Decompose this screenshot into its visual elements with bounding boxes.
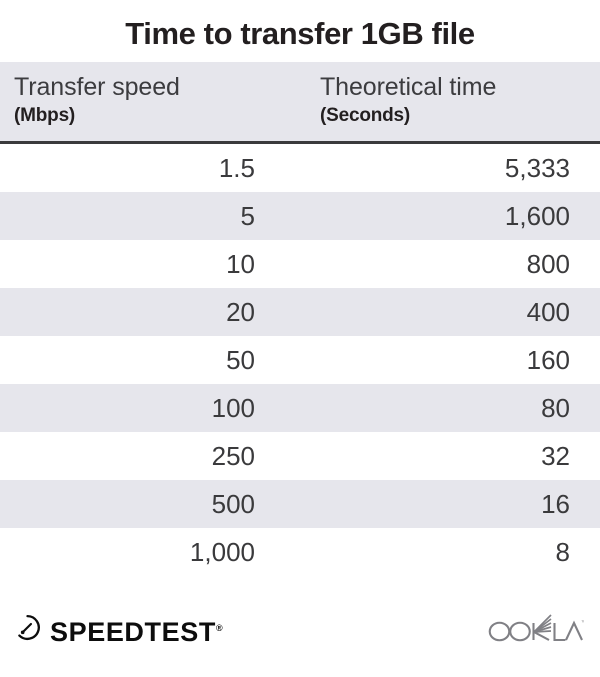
cell-theoretical-time: 16 <box>541 489 570 519</box>
cell-transfer-speed: 500 <box>211 489 255 519</box>
column-header-theoretical-time: Theoretical time (Seconds) <box>300 62 600 144</box>
speedtest-wordmark: SPEEDTEST® <box>50 615 223 646</box>
svg-text:™: ™ <box>581 620 584 626</box>
column-header-transfer-speed: Transfer speed (Mbps) <box>0 62 300 144</box>
cell-transfer-speed: 20 <box>226 297 255 327</box>
cell-theoretical-time: 5,333 <box>504 153 570 183</box>
transfer-time-table: Transfer speed (Mbps) Theoretical time (… <box>0 62 600 576</box>
cell-theoretical-time: 160 <box>526 345 570 375</box>
cell-theoretical-time: 32 <box>541 441 570 471</box>
cell-theoretical-time: 400 <box>526 297 570 327</box>
table-body: 1.5 5,333 5 1,600 10 800 20 400 50 160 1… <box>0 142 600 576</box>
cell-transfer-speed: 10 <box>226 249 255 279</box>
cell-transfer-speed: 1.5 <box>218 153 255 183</box>
page-title: Time to transfer 1GB file <box>125 16 475 51</box>
table-row: 250 32 <box>0 432 600 480</box>
column-header-theoretical-time-label: Theoretical time <box>320 73 497 101</box>
table-row: 1,000 8 <box>0 528 600 576</box>
column-header-transfer-speed-label: Transfer speed <box>14 73 180 101</box>
cell-theoretical-time: 1,600 <box>504 201 570 231</box>
speedtest-wordmark-text: SPEEDTEST <box>50 616 216 647</box>
speedtest-registered-mark: ® <box>215 622 223 633</box>
ookla-logo: ™ <box>488 613 587 648</box>
column-header-theoretical-time-unit: (Seconds) <box>320 105 411 126</box>
table-row: 100 80 <box>0 384 600 432</box>
cell-transfer-speed: 250 <box>211 441 255 471</box>
table-header: Transfer speed (Mbps) Theoretical time (… <box>0 62 600 144</box>
table-row: 50 160 <box>0 336 600 384</box>
cell-transfer-speed: 100 <box>211 393 255 423</box>
table-row: 5 1,600 <box>0 192 600 240</box>
speedometer-gauge-icon <box>14 614 41 646</box>
cell-theoretical-time: 8 <box>555 537 570 567</box>
cell-theoretical-time: 80 <box>541 393 570 423</box>
footer: SPEEDTEST® <box>0 597 600 677</box>
table-row: 1.5 5,333 <box>0 142 600 192</box>
cell-transfer-speed: 50 <box>226 345 255 375</box>
table-row: 20 400 <box>0 288 600 336</box>
speedtest-logo: SPEEDTEST® <box>14 614 223 646</box>
ookla-wordmark: ™ <box>488 613 587 648</box>
cell-transfer-speed: 5 <box>240 201 255 231</box>
cell-theoretical-time: 800 <box>526 249 570 279</box>
column-header-transfer-speed-unit: (Mbps) <box>14 105 76 126</box>
table-row: 500 16 <box>0 480 600 528</box>
table-header-row: Transfer speed (Mbps) Theoretical time (… <box>0 62 600 144</box>
table-row: 10 800 <box>0 240 600 288</box>
cell-transfer-speed: 1,000 <box>189 537 255 567</box>
